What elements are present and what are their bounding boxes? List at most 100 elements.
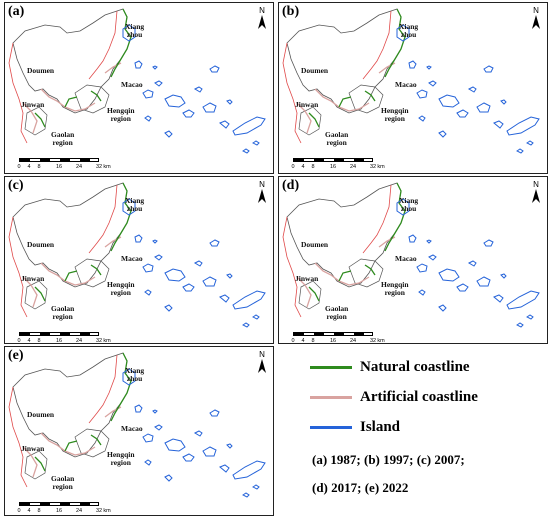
hengqin-outline bbox=[74, 258, 110, 288]
scale-tick: 8 bbox=[311, 338, 315, 344]
legend-item-natural: Natural coastline bbox=[310, 356, 470, 378]
scale-unit: km bbox=[103, 164, 111, 170]
place-macao: Macao bbox=[121, 254, 143, 263]
scale-tick: 4 bbox=[301, 164, 305, 170]
legend-swatch-artificial bbox=[310, 395, 352, 399]
scale-tick: 4 bbox=[27, 508, 31, 514]
gaolan-outline bbox=[298, 280, 322, 310]
map-svg bbox=[8, 8, 266, 154]
scale-bar: 0 4 8 16 24 32 km bbox=[291, 332, 403, 344]
gaolan-outline bbox=[24, 450, 48, 480]
place-jinwan: Jinwan bbox=[295, 100, 319, 109]
scale-tick: 32 bbox=[95, 338, 103, 344]
islands bbox=[122, 24, 266, 154]
scale-bar-graphic bbox=[19, 502, 99, 506]
scale-unit: km bbox=[103, 508, 111, 514]
map-svg bbox=[8, 182, 266, 328]
place-doumen: Doumen bbox=[27, 240, 55, 249]
map-panel-2022: (e) N Doumen Xiang zhou Macao Jinwan Heng… bbox=[4, 346, 274, 516]
legend-swatch-island bbox=[310, 425, 352, 429]
north-arrow: N bbox=[529, 180, 543, 205]
legend-label-artificial: Artificial coastline bbox=[360, 388, 478, 405]
scale-unit: km bbox=[377, 164, 385, 170]
scale-unit: km bbox=[377, 338, 385, 344]
place-jinwan: Jinwan bbox=[295, 274, 319, 283]
islands bbox=[122, 198, 266, 328]
scale-tick: 24 bbox=[75, 338, 83, 344]
place-doumen: Doumen bbox=[301, 240, 329, 249]
north-label: N bbox=[259, 6, 265, 15]
scale-tick: 32 bbox=[369, 338, 377, 344]
scale-bar: 0 4 8 16 24 32 km bbox=[17, 502, 129, 515]
place-macao: Macao bbox=[395, 254, 417, 263]
scale-bar: 0 4 8 16 24 32 km bbox=[17, 158, 129, 173]
mainland-outline bbox=[286, 182, 406, 288]
scale-tick: 4 bbox=[27, 338, 31, 344]
natural-coastline bbox=[308, 182, 406, 302]
red-boundary bbox=[8, 354, 118, 488]
scale-tick: 16 bbox=[55, 338, 63, 344]
scale-tick: 16 bbox=[55, 508, 63, 514]
scale-tick: 8 bbox=[37, 508, 41, 514]
map-panel-2017: (d) N Doumen Xiang zhou Macao Jinwan Heng… bbox=[278, 176, 548, 344]
place-jinwan: Jinwan bbox=[21, 274, 45, 283]
north-arrow-icon bbox=[258, 189, 266, 203]
mainland-outline bbox=[286, 8, 406, 114]
scale-bar-graphic bbox=[19, 158, 99, 162]
mainland-outline bbox=[12, 352, 132, 458]
scale-tick: 4 bbox=[301, 338, 305, 344]
hengqin-outline bbox=[348, 258, 384, 288]
place-hengqin: Hengqin region bbox=[381, 280, 409, 297]
place-xiangzhou: Xiang zhou bbox=[125, 366, 145, 383]
place-gaolan: Gaolan region bbox=[325, 130, 349, 147]
mainland-outline bbox=[12, 182, 132, 288]
red-boundary bbox=[8, 184, 118, 318]
place-xiangzhou: Xiang zhou bbox=[399, 22, 419, 39]
legend-item-island: Island bbox=[310, 416, 400, 438]
scale-bar-graphic bbox=[293, 158, 373, 162]
place-gaolan: Gaolan region bbox=[51, 130, 75, 147]
scale-tick: 4 bbox=[27, 164, 31, 170]
panel-label: (d) bbox=[282, 178, 300, 193]
place-hengqin: Hengqin region bbox=[107, 280, 135, 297]
place-macao: Macao bbox=[121, 424, 143, 433]
north-arrow: N bbox=[255, 180, 269, 205]
place-doumen: Doumen bbox=[301, 66, 329, 75]
scale-bar: 0 4 8 16 24 32 km bbox=[291, 158, 403, 173]
place-jinwan: Jinwan bbox=[21, 100, 45, 109]
gaolan-outline bbox=[298, 106, 322, 136]
natural-coastline bbox=[34, 8, 132, 128]
scale-tick: 24 bbox=[349, 164, 357, 170]
north-label: N bbox=[259, 350, 265, 359]
scale-tick: 32 bbox=[95, 508, 103, 514]
place-hengqin: Hengqin region bbox=[107, 106, 135, 123]
legend-label-natural: Natural coastline bbox=[360, 358, 470, 375]
scale-tick: 0 bbox=[17, 508, 21, 514]
north-label: N bbox=[533, 180, 539, 189]
north-label: N bbox=[259, 180, 265, 189]
map-svg bbox=[282, 8, 540, 154]
scale-tick: 16 bbox=[55, 164, 63, 170]
north-arrow: N bbox=[255, 6, 269, 31]
place-hengqin: Hengqin region bbox=[381, 106, 409, 123]
place-macao: Macao bbox=[395, 80, 417, 89]
north-arrow-icon bbox=[532, 189, 540, 203]
map-panel-1987: (a) N Doumen Xiang zhou Macao Jinwan Heng… bbox=[4, 2, 274, 174]
place-gaolan: Gaolan region bbox=[51, 304, 75, 321]
scale-tick: 8 bbox=[311, 164, 315, 170]
scale-tick: 0 bbox=[17, 164, 21, 170]
place-xiangzhou: Xiang zhou bbox=[125, 196, 145, 213]
north-arrow-icon bbox=[532, 15, 540, 29]
legend-swatch-natural bbox=[310, 365, 352, 369]
scale-bar: 0 4 8 16 24 32 km bbox=[17, 332, 129, 344]
red-boundary bbox=[282, 10, 392, 144]
panel-label: (b) bbox=[282, 4, 300, 19]
scale-tick: 24 bbox=[349, 338, 357, 344]
natural-coastline bbox=[308, 8, 406, 128]
scale-bar-graphic bbox=[293, 332, 373, 336]
scale-tick: 32 bbox=[95, 164, 103, 170]
legend: Natural coastline Artificial coastline I… bbox=[300, 350, 548, 515]
map-svg bbox=[8, 352, 266, 498]
red-boundary bbox=[282, 184, 392, 318]
place-macao: Macao bbox=[121, 80, 143, 89]
